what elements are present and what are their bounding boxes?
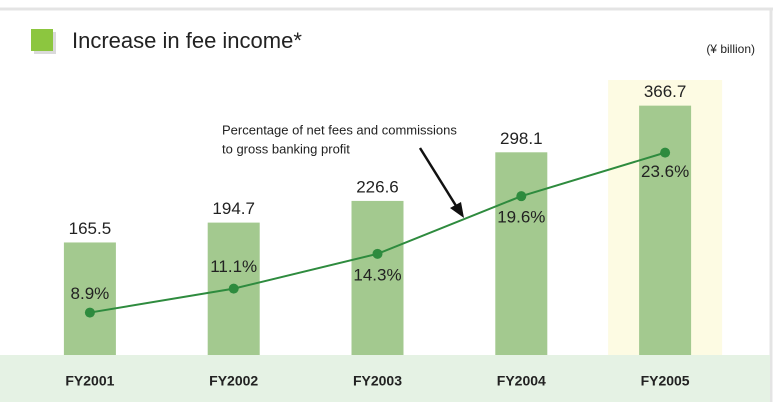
bar [63, 242, 116, 355]
unit-label: (¥ billion) [706, 42, 755, 56]
x-tick-label: FY2001 [65, 373, 114, 389]
x-tick-label: FY2004 [497, 373, 546, 389]
bar-value-label: 226.6 [356, 177, 399, 196]
annotation-arrow [418, 147, 460, 210]
x-tick-label: FY2002 [209, 373, 258, 389]
annotation: to gross banking profit [222, 141, 350, 156]
bar-value-label: 165.5 [69, 219, 112, 238]
line-marker [660, 147, 671, 158]
category-band [0, 355, 770, 402]
bar-value-label: 194.7 [212, 199, 255, 218]
line-value-label: 8.9% [71, 284, 110, 303]
line-marker [372, 248, 383, 259]
bar-value-label: 298.1 [500, 129, 543, 148]
line-marker [228, 283, 239, 294]
annotation: Percentage of net fees and commissions [222, 122, 457, 137]
bar [351, 200, 404, 355]
line-value-label: 11.1% [210, 257, 257, 276]
chart-title: Increase in fee income* [72, 28, 302, 53]
x-tick-label: FY2005 [641, 373, 690, 389]
line-value-label: 23.6% [641, 162, 689, 181]
line-value-label: 14.3% [353, 265, 401, 284]
x-tick-label: FY2003 [353, 373, 402, 389]
annotation-arrowhead [450, 202, 464, 218]
bar [639, 105, 692, 355]
line-marker [84, 307, 95, 318]
bar [495, 152, 548, 355]
bar-value-label: 366.7 [644, 82, 687, 101]
line-value-label: 19.6% [497, 208, 545, 227]
line-marker [516, 191, 527, 202]
title-icon [31, 29, 53, 51]
